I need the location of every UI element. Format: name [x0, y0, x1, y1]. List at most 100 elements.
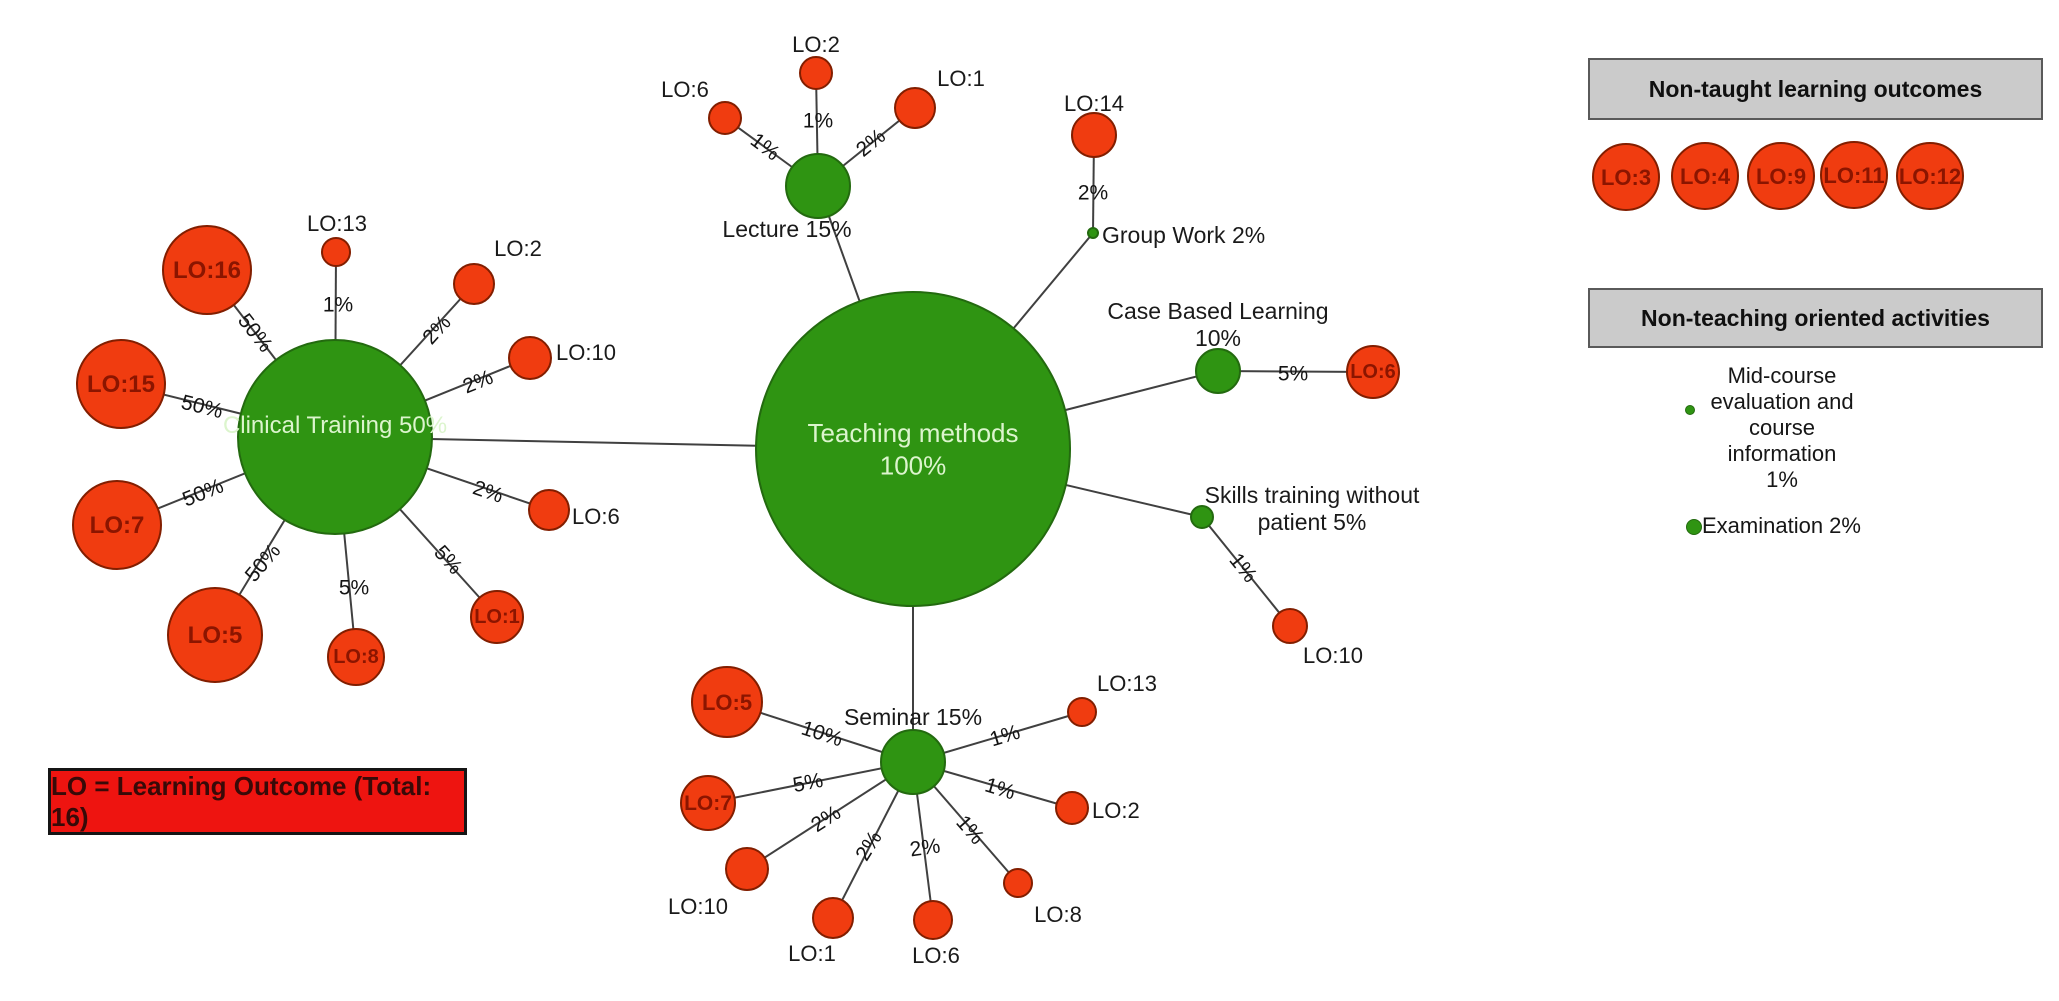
- node-ct15: [76, 339, 166, 429]
- node-lec1: [894, 87, 936, 129]
- legend-box: LO = Learning Outcome (Total: 16): [48, 768, 467, 835]
- node-nt4: [1671, 142, 1739, 210]
- label-tm: Teaching methods 100%: [807, 418, 1018, 481]
- label-ct5: LO:5: [188, 622, 243, 649]
- edge-label-gw-gw14: 2%: [1078, 182, 1108, 205]
- label-ct: Clinical Training 50%: [223, 412, 447, 439]
- node-ct13: [321, 237, 351, 267]
- node-ct10: [508, 336, 552, 380]
- edge-label-stw-stw10: 1%: [1225, 549, 1262, 587]
- label-lec: Lecture 15%: [722, 216, 851, 242]
- edge-label-ct-ct13: 1%: [323, 294, 353, 317]
- node-sem13: [1067, 697, 1097, 727]
- non-taught-header: Non-taught learning outcomes: [1588, 58, 2043, 120]
- node-ct2: [453, 263, 495, 305]
- label-cbl: Case Based Learning 10%: [1107, 298, 1328, 351]
- node-sem1: [812, 897, 854, 939]
- non-teaching-header: Non-teaching oriented activities: [1588, 288, 2043, 348]
- label-ct8: LO:8: [333, 646, 379, 668]
- edge-label-sem-sem13: 1%: [987, 721, 1023, 752]
- edge-label-lec-lec1: 2%: [852, 125, 890, 162]
- examination-bullet-icon: [1686, 519, 1702, 535]
- node-lec6: [708, 101, 742, 135]
- node-ct5: [167, 587, 263, 683]
- label-nt9: LO:9: [1756, 164, 1806, 189]
- edge-label-sem-sem5: 10%: [798, 717, 845, 752]
- edge-label-cbl-cbl6: 5%: [1278, 363, 1308, 386]
- node-cbl6: [1346, 345, 1400, 399]
- label-ct10: LO:10: [556, 340, 616, 365]
- node-stw: [1190, 505, 1214, 529]
- edge-label-sem-sem7: 5%: [791, 769, 825, 797]
- label-sem2: LO:2: [1092, 798, 1140, 823]
- node-sem5: [691, 666, 763, 738]
- label-gw14: LO:14: [1064, 91, 1124, 116]
- node-nt12: [1896, 142, 1964, 210]
- node-nt9: [1747, 142, 1815, 210]
- label-stw10: LO:10: [1303, 643, 1363, 668]
- edge-label-lec-lec2: 1%: [803, 110, 833, 133]
- label-ct13: LO:13: [307, 211, 367, 236]
- label-ct16: LO:16: [173, 257, 241, 284]
- label-ct7: LO:7: [90, 512, 145, 539]
- node-cbl: [1195, 348, 1241, 394]
- midcourse-bullet-icon: [1685, 405, 1695, 415]
- node-gw14: [1071, 112, 1117, 158]
- node-nt11: [1820, 141, 1888, 209]
- node-sem2: [1055, 791, 1089, 825]
- edge-label-sem-sem6: 2%: [908, 834, 941, 861]
- edge-label-ct-ct15: 50%: [179, 391, 225, 423]
- edge-label-ct-ct7: 50%: [179, 474, 227, 511]
- node-tm: [755, 291, 1071, 607]
- node-sem6: [913, 900, 953, 940]
- edge-sem-sem7: [707, 761, 914, 804]
- edge-label-ct-ct5: 50%: [241, 540, 286, 587]
- node-nt3: [1592, 143, 1660, 211]
- edge-label-ct-ct8: 5%: [339, 577, 369, 600]
- non-taught-header-label: Non-taught learning outcomes: [1648, 75, 1983, 102]
- label-sem: Seminar 15%: [844, 704, 982, 730]
- label-ct6: LO:6: [572, 504, 620, 529]
- edge-label-ct-ct10: 2%: [460, 366, 497, 399]
- label-nt3: LO:3: [1601, 165, 1651, 190]
- label-lec1: LO:1: [937, 66, 985, 91]
- label-sem7: LO:7: [684, 792, 732, 815]
- node-sem7: [680, 775, 736, 831]
- label-ct15: LO:15: [87, 371, 155, 398]
- label-stw: Skills training without patient 5%: [1205, 482, 1420, 535]
- node-ct6: [528, 489, 570, 531]
- label-nt12: LO:12: [1899, 164, 1961, 189]
- node-lec: [785, 153, 851, 219]
- label-sem1: LO:1: [788, 941, 836, 966]
- node-ct1: [470, 590, 524, 644]
- label-sem5: LO:5: [702, 690, 752, 715]
- label-sem8: LO:8: [1034, 902, 1082, 927]
- edge-label-ct-ct16: 50%: [233, 309, 277, 356]
- edge-label-ct-ct6: 2%: [470, 476, 506, 508]
- node-ct8: [327, 628, 385, 686]
- edge-label-sem-sem1: 2%: [851, 827, 887, 865]
- node-sem10: [725, 847, 769, 891]
- label-ct1: LO:1: [474, 606, 520, 628]
- legend-label: LO = Learning Outcome (Total: 16): [51, 770, 432, 832]
- node-stw10: [1272, 608, 1308, 644]
- label-nt11: LO:11: [1823, 163, 1884, 188]
- edge-label-ct-ct2: 2%: [418, 311, 455, 349]
- midcourse-evaluation-label: Mid-course evaluation and course informa…: [1710, 363, 1854, 492]
- label-ct2: LO:2: [494, 236, 542, 261]
- edge-label-lec-lec6: 1%: [746, 129, 784, 166]
- edge-label-sem-sem10: 2%: [807, 801, 845, 837]
- node-ct7: [72, 480, 162, 570]
- label-sem6: LO:6: [912, 943, 960, 968]
- label-lec2: LO:2: [792, 32, 840, 57]
- label-sem10: LO:10: [668, 894, 728, 919]
- node-gw: [1087, 227, 1099, 239]
- label-nt4: LO:4: [1680, 164, 1731, 189]
- label-cbl6: LO:6: [1350, 361, 1396, 383]
- node-lec2: [799, 56, 833, 90]
- examination-label: Examination 2%: [1702, 513, 1861, 538]
- node-ct16: [162, 225, 252, 315]
- node-sem: [880, 729, 946, 795]
